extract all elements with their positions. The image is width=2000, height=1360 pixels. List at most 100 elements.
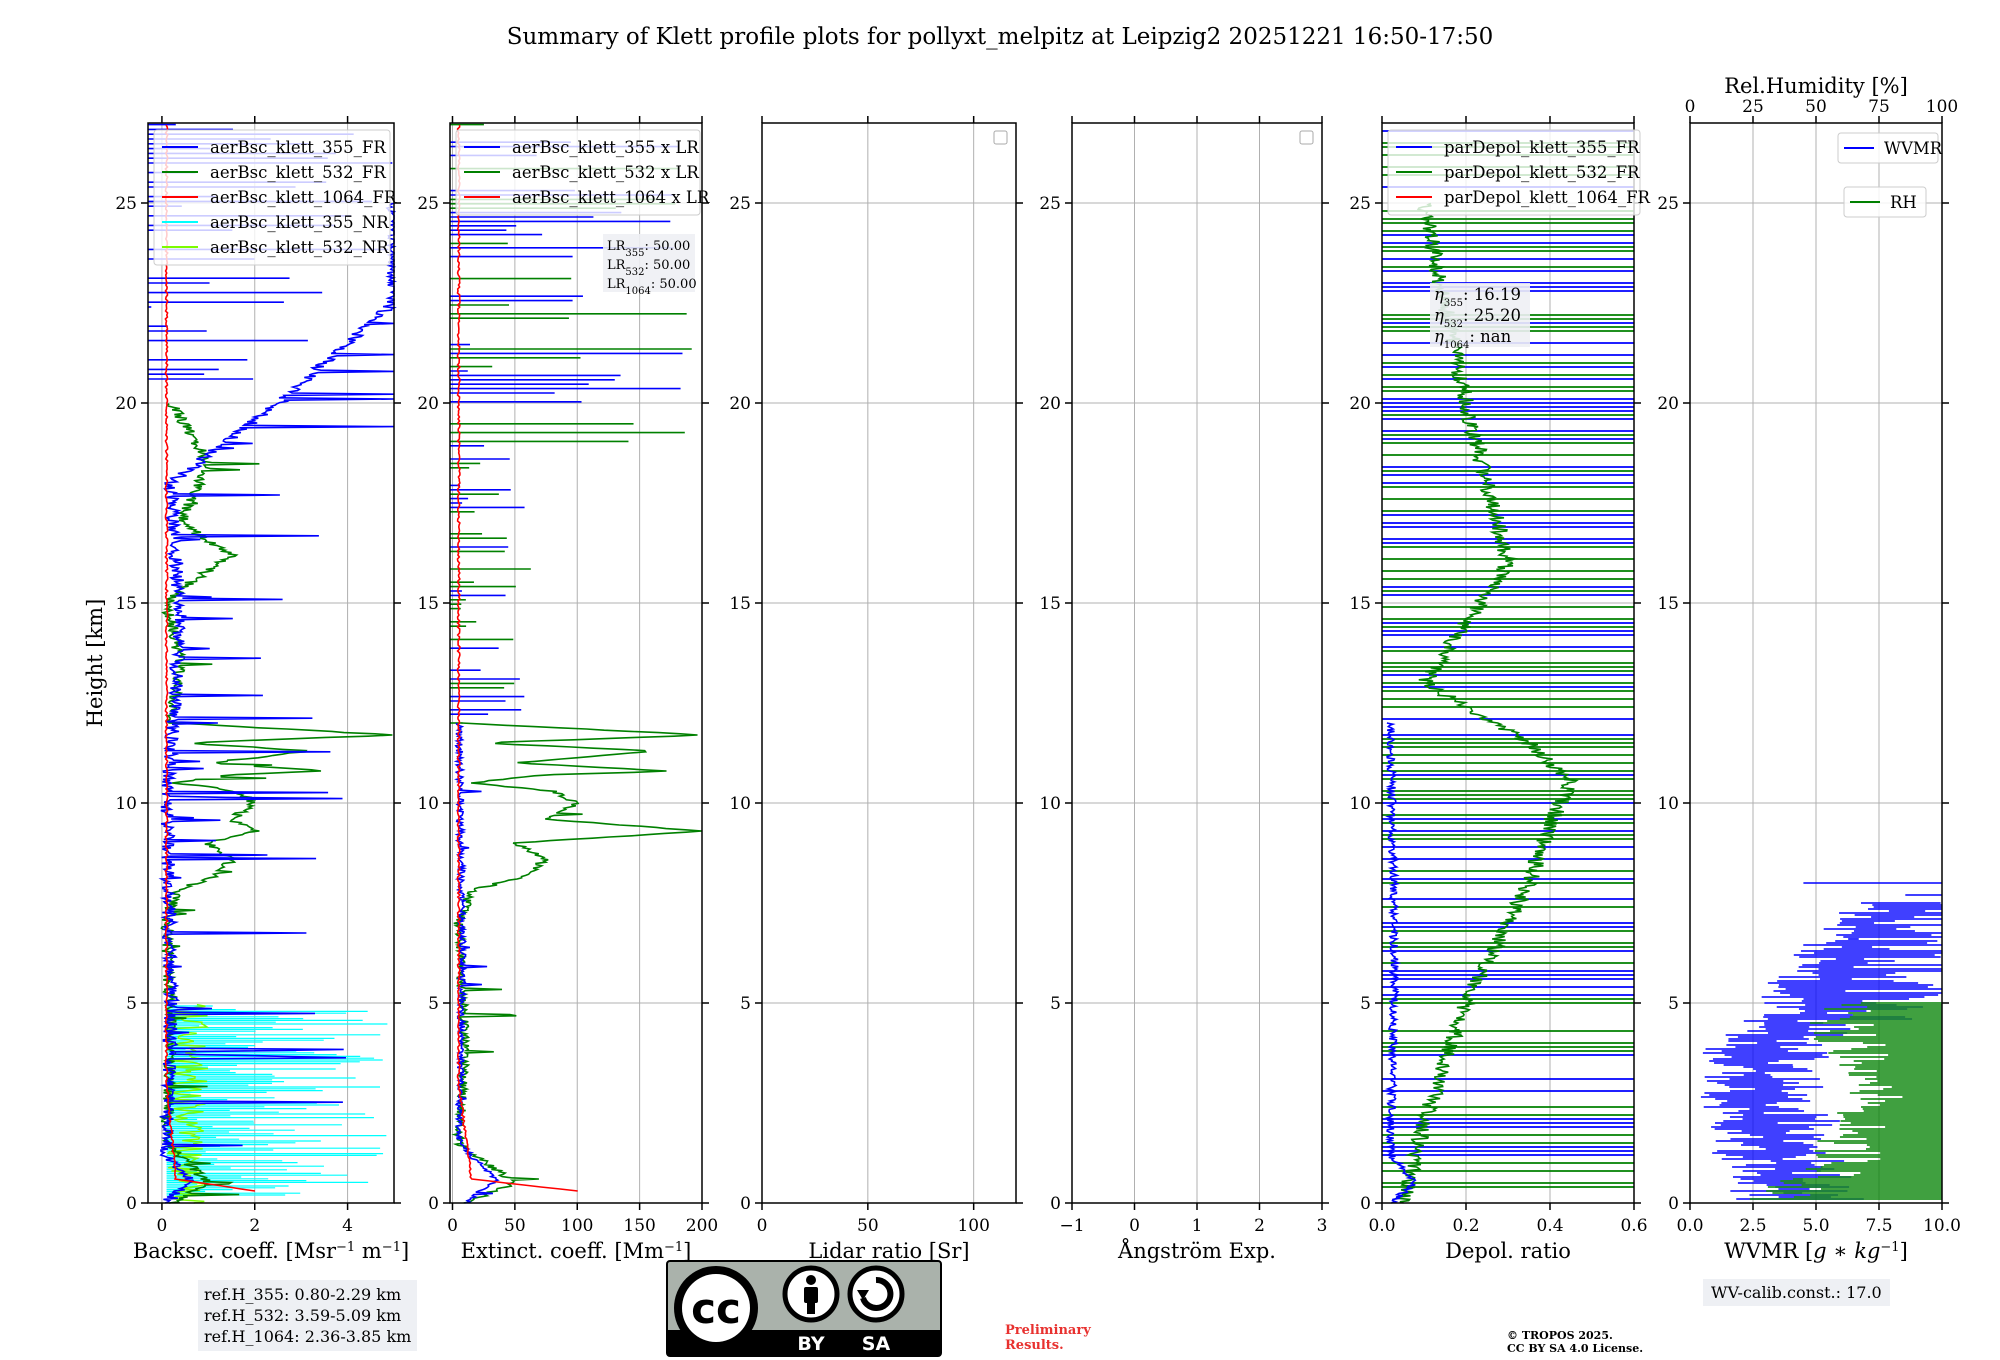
legend-box [1843, 186, 1927, 218]
y-tick-label: 5 [1360, 994, 1371, 1014]
x-axis-label: Depol. ratio [1445, 1239, 1571, 1263]
y-tick-label: 25 [1349, 194, 1371, 214]
y-tick-label: 20 [729, 394, 751, 414]
legend-label: aerBsc_klett_1064_FR [210, 188, 397, 207]
y-tick-label: 25 [1039, 194, 1061, 214]
series-parDepol_klett_532_FR [1394, 202, 1579, 1204]
series-group [148, 123, 398, 1204]
x-axis-label: Lidar ratio [Sr] [808, 1239, 969, 1263]
x-tick-label: 200 [686, 1216, 718, 1236]
eta-value-355: η355: 16.19 [1434, 285, 1521, 309]
empty-legend [993, 130, 1008, 145]
sa-label: SA [862, 1333, 891, 1355]
x-tick-label: 2 [249, 1216, 260, 1236]
legend-label: aerBsc_klett_532_FR [210, 163, 386, 182]
x-axis-label: Ångström Exp. [1117, 1238, 1276, 1263]
legend-box [1387, 129, 1641, 216]
y-tick-label: 0 [1360, 1194, 1371, 1214]
y-tick-label: 5 [126, 994, 137, 1014]
figure-title: Summary of Klett profile plots for polly… [507, 24, 1494, 50]
y-tick-label: 0 [1668, 1194, 1679, 1214]
y-tick-label: 0 [428, 1194, 439, 1214]
x-axis-label: Backsc. coeff. [Msr−1 m−1] [133, 1239, 409, 1263]
eta-value-532: η532: 25.20 [1434, 306, 1521, 330]
legend-label: parDepol_klett_355_FR [1444, 138, 1640, 157]
y-tick-label: 10 [417, 794, 439, 814]
y-tick-label: 15 [729, 594, 751, 614]
legend: aerBsc_klett_355 x LR aerBsc_klett_532 x … [455, 129, 710, 216]
legend-label: parDepol_klett_1064_FR [1444, 188, 1651, 207]
cc-license-badge: cc BY SA [666, 1260, 942, 1357]
legend-box [153, 129, 391, 266]
y-tick-label: 15 [1039, 594, 1061, 614]
axes-frame [761, 122, 1017, 1204]
lr-value-355: LR355: 50.00 [607, 239, 690, 259]
panel-dep: 0.0 0.2 0.4 0.6 0 5 10 15 20 25 Depol. ratio parDep… [1349, 116, 1651, 1263]
x-tick-label: 150 [623, 1216, 655, 1236]
x-tick-label: 50 [857, 1216, 879, 1236]
y-tick-label: 20 [1657, 394, 1679, 414]
x-tick-label: 0.4 [1536, 1216, 1563, 1236]
x-tick-label: 0.0 [1368, 1216, 1395, 1236]
eta-annotation-box [1430, 283, 1530, 347]
y-tick-label: 5 [740, 994, 751, 1014]
series-aerBsc_klett_355_FR [158, 202, 398, 1204]
x-tick-label: 0 [1129, 1216, 1140, 1236]
legend: aerBsc_klett_355_FR aerBsc_klett_532_FRae… [153, 129, 397, 266]
y-tick-label: 15 [1349, 594, 1371, 614]
x-tick-label: 3 [1317, 1216, 1328, 1236]
by-label: BY [797, 1333, 824, 1355]
ref-height-355: ref.H_355: 0.80-2.29 km [204, 1285, 402, 1304]
y-tick-label: 0 [1050, 1194, 1061, 1214]
top-axis-label: Rel.Humidity [%] [1724, 74, 1908, 98]
preliminary-note: Preliminary Results. [1005, 1323, 1091, 1353]
y-tick-label: 25 [729, 194, 751, 214]
legend-box [1837, 132, 1939, 164]
y-tick-label: 20 [417, 394, 439, 414]
axes-frame [449, 122, 703, 1204]
x-tick-label: 2.5 [1739, 1216, 1766, 1236]
svg-text:cc: cc [691, 1284, 741, 1333]
series-aerBsc_klett_532xLR [451, 722, 703, 1204]
x-tick-label: 5.0 [1802, 1216, 1829, 1236]
y-tick-label: 20 [1349, 394, 1371, 414]
y-tick-label: 5 [428, 994, 439, 1014]
legend-box [455, 129, 701, 216]
y-tick-label: 15 [115, 594, 137, 614]
lr-value-1064: LR1064: 50.00 [607, 277, 697, 297]
y-tick-label: 25 [115, 194, 137, 214]
legend-label: parDepol_klett_532_FR [1444, 163, 1640, 182]
top-tick-label: 25 [1742, 97, 1764, 117]
x-tick-label: 0 [757, 1216, 768, 1236]
x-tick-label: 0 [447, 1216, 458, 1236]
panel-wv: 0.0 2.5 5.0 7.5 10.0 0 5 10 15 20 25 WVMR [g ∗ kg−1… [1657, 74, 1961, 1263]
y-tick-label: 5 [1668, 994, 1679, 1014]
x-axis-label: WVMR [g ∗ kg−1] [1724, 1239, 1908, 1263]
x-tick-label: 50 [504, 1216, 526, 1236]
x-tick-label: 0.2 [1452, 1216, 1479, 1236]
lr-annotation-box [603, 234, 695, 292]
legend-label: aerBsc_klett_355_FR [210, 138, 386, 157]
wv-calib-box: WV-calib.const.: 17.0 [1703, 1279, 1890, 1306]
ref-height-box: ref.H_355: 0.80-2.29 km ref.H_532: 3.59-… [198, 1280, 418, 1351]
y-tick-label: 10 [1657, 794, 1679, 814]
legend: WVMR RH [1837, 132, 1943, 218]
legend-label: aerBsc_klett_355 x LR [512, 138, 699, 157]
x-axis-label: Extinct. coeff. [Mm−1] [461, 1239, 692, 1263]
y-tick-label: 10 [729, 794, 751, 814]
x-tick-label: 4 [342, 1216, 353, 1236]
y-tick-label: 20 [1039, 394, 1061, 414]
legend-label: aerBsc_klett_355_NR [210, 213, 389, 232]
legend-label: aerBsc_klett_1064 x LR [512, 188, 710, 207]
x-tick-label: 0 [157, 1216, 168, 1236]
axes-frame [1689, 122, 1943, 1204]
y-tick-label: 5 [1050, 994, 1061, 1014]
legend-label: RH [1890, 193, 1917, 212]
x-tick-label: 0.6 [1620, 1216, 1647, 1236]
series-group [1700, 882, 1942, 1200]
y-tick-label: 10 [115, 794, 137, 814]
